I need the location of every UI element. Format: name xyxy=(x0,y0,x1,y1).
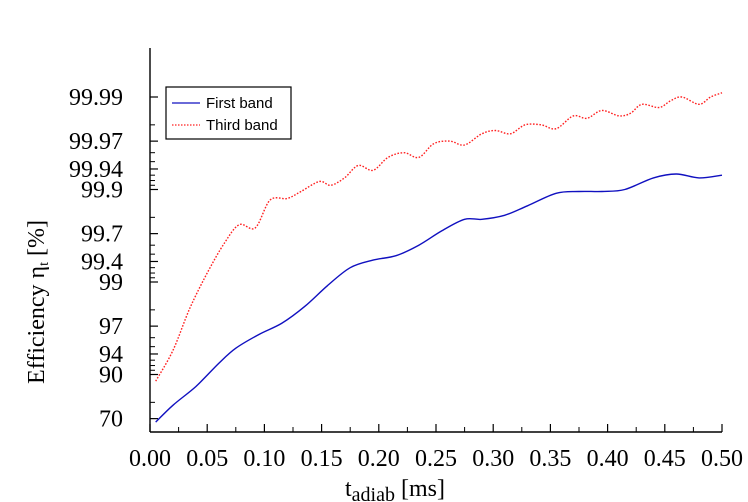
y-tick-label: 99.94 xyxy=(69,157,123,183)
y-tick-label: 90 xyxy=(99,363,123,389)
y-tick-label: 99.97 xyxy=(69,129,123,155)
x-tick-label: 0.20 xyxy=(358,446,400,472)
legend-label-first-band: First band xyxy=(206,95,273,112)
x-tick-label: 0.00 xyxy=(129,446,171,472)
x-tick-label: 0.15 xyxy=(301,446,343,472)
y-axis-title-unit: [%] xyxy=(24,220,50,256)
series-layer xyxy=(155,92,723,423)
legend-box xyxy=(165,86,292,140)
x-axis-title: tadiab [ms] xyxy=(345,476,445,502)
x-tick-label: 0.05 xyxy=(186,446,228,472)
y-tick-label: 99.99 xyxy=(69,85,123,111)
x-axis-title-sub: adiab xyxy=(352,484,395,502)
x-tick-label: 0.40 xyxy=(587,446,629,472)
y-axis-title-main: Efficiency η xyxy=(24,266,50,384)
x-tick-label: 0.25 xyxy=(415,446,457,472)
y-tick-label: 99 xyxy=(99,270,123,296)
legend-label-third-band: Third band xyxy=(206,117,278,134)
x-tick-label: 0.50 xyxy=(701,446,743,472)
x-tick-label: 0.45 xyxy=(644,446,686,472)
x-axis-title-main: t xyxy=(345,476,352,502)
y-tick-label: 97 xyxy=(99,314,123,340)
series-line-first-band xyxy=(155,173,723,423)
x-axis: 0.00 0.05 0.10 0.15 0.20 0.25 0.30 0.35 0.40 0.45… xyxy=(129,424,743,472)
y-tick-label: 70 xyxy=(99,407,123,433)
x-tick-label: 0.35 xyxy=(529,446,571,472)
x-tick-label: 0.10 xyxy=(243,446,285,472)
y-tick-label: 94 xyxy=(99,342,123,368)
y-axis-title-sub: t xyxy=(37,262,52,266)
x-tick-label: 0.30 xyxy=(472,446,514,472)
y-tick-label: 99.7 xyxy=(81,222,123,248)
series-line-third-band xyxy=(155,92,723,382)
y-tick-label: 99.9 xyxy=(81,178,123,204)
y-tick-label: 99.4 xyxy=(81,249,123,275)
y-axis-title: Efficiency ηt [%] xyxy=(24,220,52,384)
x-axis-title-unit-text: [ms] xyxy=(401,476,445,502)
legend: First band Third band xyxy=(165,86,292,140)
